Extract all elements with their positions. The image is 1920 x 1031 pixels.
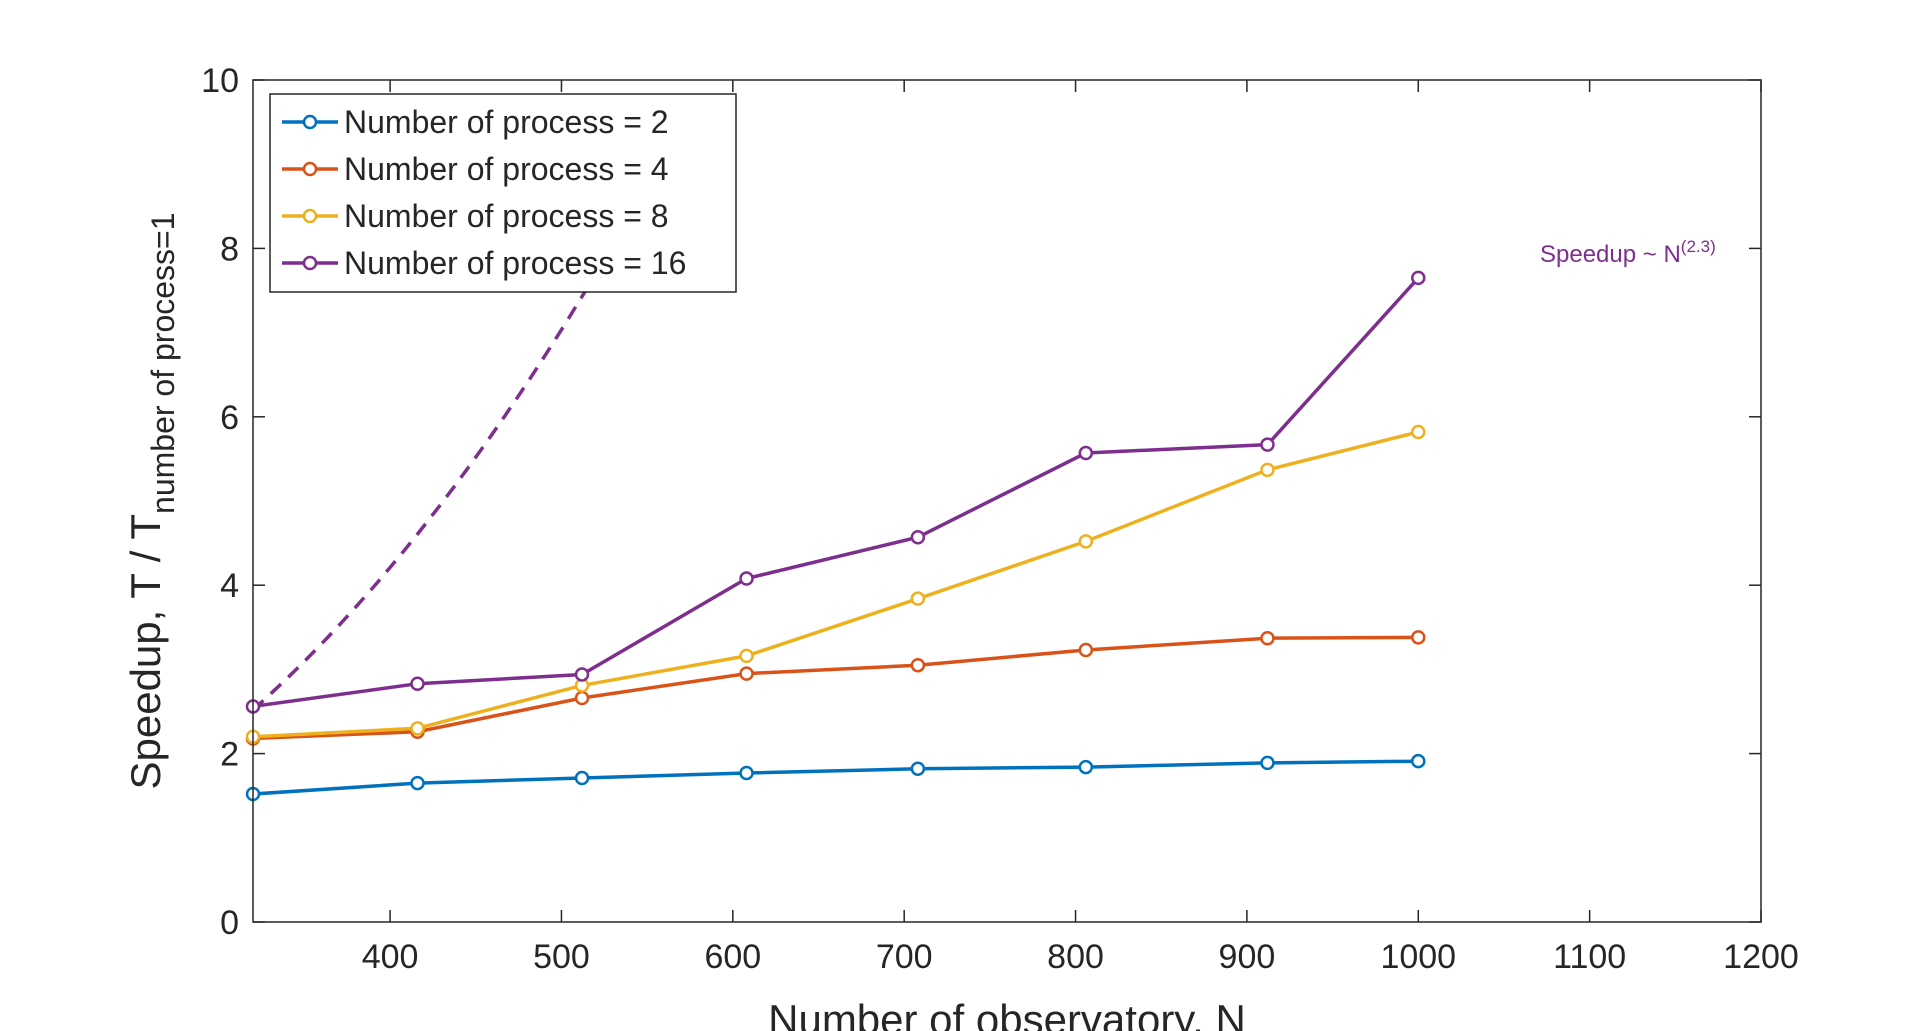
legend-swatch-marker-1 <box>302 161 318 177</box>
legend-label-3: Number of process = 16 <box>344 245 686 281</box>
x-tick-label-3: 700 <box>876 938 933 976</box>
data-point-0-2 <box>574 770 590 786</box>
legend-label-2: Number of process = 8 <box>344 198 669 234</box>
legend-label-0: Number of process = 2 <box>344 104 669 140</box>
plot-frame <box>252 79 1762 923</box>
y-axis-title: Speedup, T / Tnumber of process=1 <box>122 212 181 789</box>
tick-layer: 400 500 600 700 800 900 1000 1100 1200 0 2 4 6 8 10 <box>201 62 1799 976</box>
data-point-1-3 <box>739 666 754 681</box>
data-point-2-7 <box>1411 424 1426 440</box>
data-point-1-6 <box>1260 630 1275 646</box>
y-tick-label-5: 10 <box>201 62 239 100</box>
legend: Number of process = 2 Number of process =… <box>269 93 737 293</box>
x-tick-label-7: 1100 <box>1553 938 1626 976</box>
y-axis-title-main: Speedup, T / T <box>122 514 169 790</box>
data-point-3-4 <box>910 529 926 545</box>
data-point-0-1 <box>410 775 425 791</box>
data-point-0-5 <box>1078 759 1094 775</box>
data-point-2-5 <box>1078 534 1094 549</box>
x-tick-label-6: 1000 <box>1380 938 1456 976</box>
data-point-1-4 <box>910 657 926 673</box>
x-axis-title: Number of observatory, N <box>768 996 1246 1031</box>
legend-box <box>269 93 737 293</box>
series-line-1 <box>252 635 1419 741</box>
data-point-3-3 <box>739 571 754 586</box>
data-point-2-4 <box>910 591 926 606</box>
fit-annotation-main: Speedup ~ N <box>1540 241 1681 268</box>
series-0 <box>245 753 1426 802</box>
x-tick-label-5: 900 <box>1219 938 1276 976</box>
x-tick-label-8: 1200 <box>1723 938 1799 976</box>
y-tick-label-3: 6 <box>220 399 239 437</box>
series-line-0 <box>252 759 1419 796</box>
y-tick-label-1: 2 <box>220 736 239 774</box>
series-line-3 <box>252 276 1420 709</box>
data-point-2-3 <box>739 648 754 664</box>
data-point-3-1 <box>410 676 425 691</box>
series-3 <box>245 270 1426 714</box>
data-point-3-2 <box>574 667 590 682</box>
data-point-0-7 <box>1411 753 1426 769</box>
data-point-0-6 <box>1260 755 1275 771</box>
x-tick-label-0: 400 <box>362 938 419 976</box>
x-tick-label-1: 500 <box>533 938 590 976</box>
data-point-2-1 <box>410 721 425 736</box>
y-axis-title-subscript: number of process=1 <box>145 212 181 514</box>
data-point-3-7 <box>1411 270 1426 286</box>
fit-annotation: Speedup ~ N(2.3) <box>1540 237 1716 268</box>
legend-swatch-marker-2 <box>302 208 318 224</box>
y-tick-label-4: 8 <box>220 230 239 268</box>
legend-swatch-marker-0 <box>302 114 318 130</box>
x-tick-label-2: 600 <box>704 938 761 976</box>
data-point-0-4 <box>910 761 926 777</box>
y-tick-label-2: 4 <box>220 567 239 605</box>
y-tick-label-0: 0 <box>220 904 239 942</box>
legend-label-1: Number of process = 4 <box>344 151 669 187</box>
data-point-0-3 <box>739 765 754 781</box>
x-tick-label-4: 800 <box>1047 938 1104 976</box>
fit-annotation-superscript: (2.3) <box>1681 237 1716 256</box>
data-point-3-6 <box>1260 437 1275 452</box>
series-line-2 <box>252 430 1419 739</box>
data-point-1-5 <box>1078 642 1094 658</box>
legend-swatch-marker-3 <box>302 255 318 271</box>
data-point-1-2 <box>574 690 590 706</box>
data-point-3-5 <box>1078 445 1094 461</box>
data-point-2-6 <box>1260 462 1275 478</box>
data-point-1-7 <box>1411 630 1426 645</box>
series-layer <box>245 270 1426 802</box>
